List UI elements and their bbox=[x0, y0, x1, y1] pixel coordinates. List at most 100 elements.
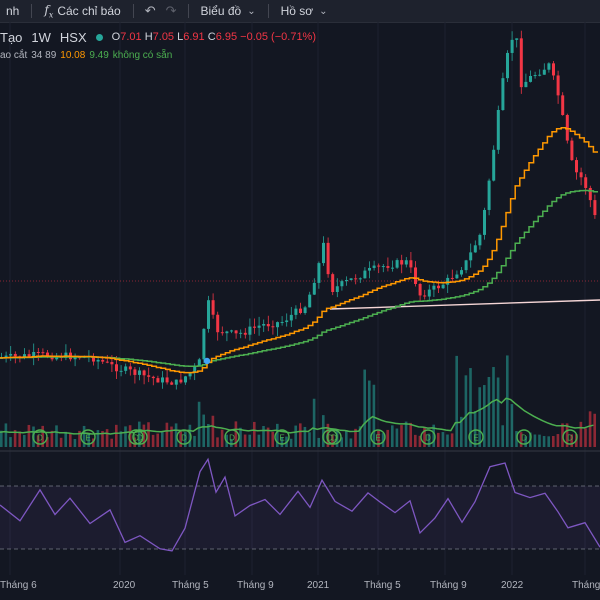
volume-bar bbox=[519, 432, 523, 447]
volume-bar bbox=[193, 435, 196, 447]
time-axis[interactable]: Tháng 6 2020 Tháng 5 Tháng 9 2021 Tháng … bbox=[0, 575, 600, 600]
candle-body bbox=[510, 39, 514, 53]
candle-body bbox=[561, 95, 565, 116]
indicator-legend[interactable]: ao cắt 34 89 10.08 9.49 không có sẵn bbox=[0, 50, 172, 61]
chart-menu-button[interactable]: Biểu đồ ⌄ bbox=[195, 0, 262, 22]
candle-body bbox=[276, 322, 279, 328]
candle-body bbox=[41, 352, 45, 354]
volume-bar bbox=[381, 433, 385, 447]
volume-bar bbox=[188, 424, 192, 447]
candle-body bbox=[142, 370, 146, 376]
candle-body bbox=[455, 274, 459, 279]
event-marker-icon bbox=[176, 429, 192, 445]
volume-bar bbox=[124, 426, 127, 447]
candle-body bbox=[174, 379, 178, 385]
indicators-button[interactable]: fx Các chỉ báo bbox=[38, 0, 126, 22]
volume-bar bbox=[262, 425, 265, 447]
event-marker-icon bbox=[274, 429, 290, 445]
volume-bar bbox=[266, 427, 270, 447]
event-marker-letter: E bbox=[375, 434, 380, 443]
profile-menu-label: Hồ sơ bbox=[280, 4, 314, 18]
symbol-name[interactable]: Tạo bbox=[0, 29, 23, 45]
candle-body bbox=[593, 200, 597, 216]
volume-bar bbox=[234, 421, 238, 447]
volume-bar bbox=[147, 422, 150, 447]
x-tick-label: Tháng 9 bbox=[237, 580, 274, 591]
event-marker-letter: D bbox=[229, 434, 235, 443]
profile-menu-button[interactable]: Hồ sơ ⌄ bbox=[275, 0, 334, 22]
candle-body bbox=[138, 370, 141, 375]
undo-icon[interactable]: ↶ bbox=[144, 3, 156, 18]
volume-bar bbox=[211, 415, 215, 447]
event-marker-icon bbox=[32, 429, 48, 445]
volume-bar bbox=[151, 434, 155, 447]
volume-bar bbox=[78, 430, 81, 447]
volume-bar bbox=[216, 437, 219, 447]
candle-body bbox=[253, 326, 256, 328]
candle-body bbox=[207, 300, 210, 329]
event-marker-letter: D bbox=[425, 434, 431, 443]
candle-body bbox=[588, 187, 592, 201]
volume-bar bbox=[142, 424, 146, 447]
candle-body bbox=[368, 267, 371, 271]
volume-bar bbox=[105, 429, 109, 447]
candle-body bbox=[289, 314, 293, 321]
toolbar-truncated-item[interactable]: nh bbox=[0, 0, 25, 22]
close-value: 6.95 bbox=[215, 31, 238, 43]
candle-body bbox=[584, 177, 588, 188]
open-prefix: O bbox=[111, 31, 121, 43]
candle-body bbox=[363, 270, 367, 279]
event-marker-letter: E bbox=[85, 434, 90, 443]
volume-bar bbox=[303, 426, 307, 447]
volume-bar bbox=[220, 429, 224, 447]
candle-body bbox=[216, 314, 220, 333]
volume-bar bbox=[13, 430, 17, 447]
event-marker-letter: D bbox=[327, 434, 333, 443]
candle-body bbox=[257, 325, 261, 328]
price-chart-canvas[interactable]: D E DD D D E DD E D E D D bbox=[0, 0, 600, 575]
event-marker-letter: E bbox=[473, 434, 478, 443]
volume-bar bbox=[73, 438, 77, 447]
candle-body bbox=[441, 284, 445, 289]
cross-marker bbox=[203, 357, 211, 365]
volume-bar bbox=[331, 434, 334, 447]
candle-body bbox=[483, 209, 486, 235]
candle-body bbox=[450, 277, 454, 279]
volume-bar bbox=[64, 431, 67, 447]
x-tick-label: Tháng 6 bbox=[0, 580, 37, 591]
candle-body bbox=[105, 361, 109, 363]
volume-bar bbox=[184, 432, 187, 447]
symbol-exchange[interactable]: HSX bbox=[59, 29, 87, 45]
volume-bar bbox=[50, 430, 54, 447]
candle-body bbox=[161, 377, 164, 383]
volume-bar bbox=[174, 423, 178, 447]
candle-body bbox=[386, 266, 390, 268]
x-tick-label: 2021 bbox=[307, 580, 330, 591]
volume-bar bbox=[69, 433, 72, 447]
candle-body bbox=[437, 285, 440, 289]
volume-bar bbox=[0, 430, 3, 447]
volume-bar bbox=[294, 425, 297, 447]
event-marker-letter: D bbox=[137, 434, 143, 443]
candle-body bbox=[193, 365, 197, 373]
symbol-interval[interactable]: 1W bbox=[31, 29, 51, 45]
volume-bar bbox=[59, 437, 63, 447]
volume-bar bbox=[570, 434, 573, 447]
volume-bar bbox=[340, 437, 343, 447]
fx-icon: fx bbox=[44, 2, 54, 20]
candle-body bbox=[110, 362, 114, 365]
volume-bar bbox=[161, 432, 164, 447]
redo-icon[interactable]: ↷ bbox=[165, 3, 177, 18]
candle-body bbox=[147, 375, 151, 377]
toolbar-divider bbox=[267, 4, 269, 18]
event-marker-letter: D bbox=[37, 434, 43, 443]
volume-bar bbox=[207, 423, 210, 447]
candle-body bbox=[427, 289, 431, 297]
volume-bar bbox=[119, 431, 123, 447]
indicator-name: ao cắt bbox=[0, 50, 28, 61]
event-marker-icon bbox=[468, 429, 484, 445]
volume-bar bbox=[23, 434, 26, 447]
volume-bar bbox=[243, 434, 247, 447]
event-marker-icon bbox=[326, 429, 342, 445]
candle-body bbox=[248, 326, 252, 335]
